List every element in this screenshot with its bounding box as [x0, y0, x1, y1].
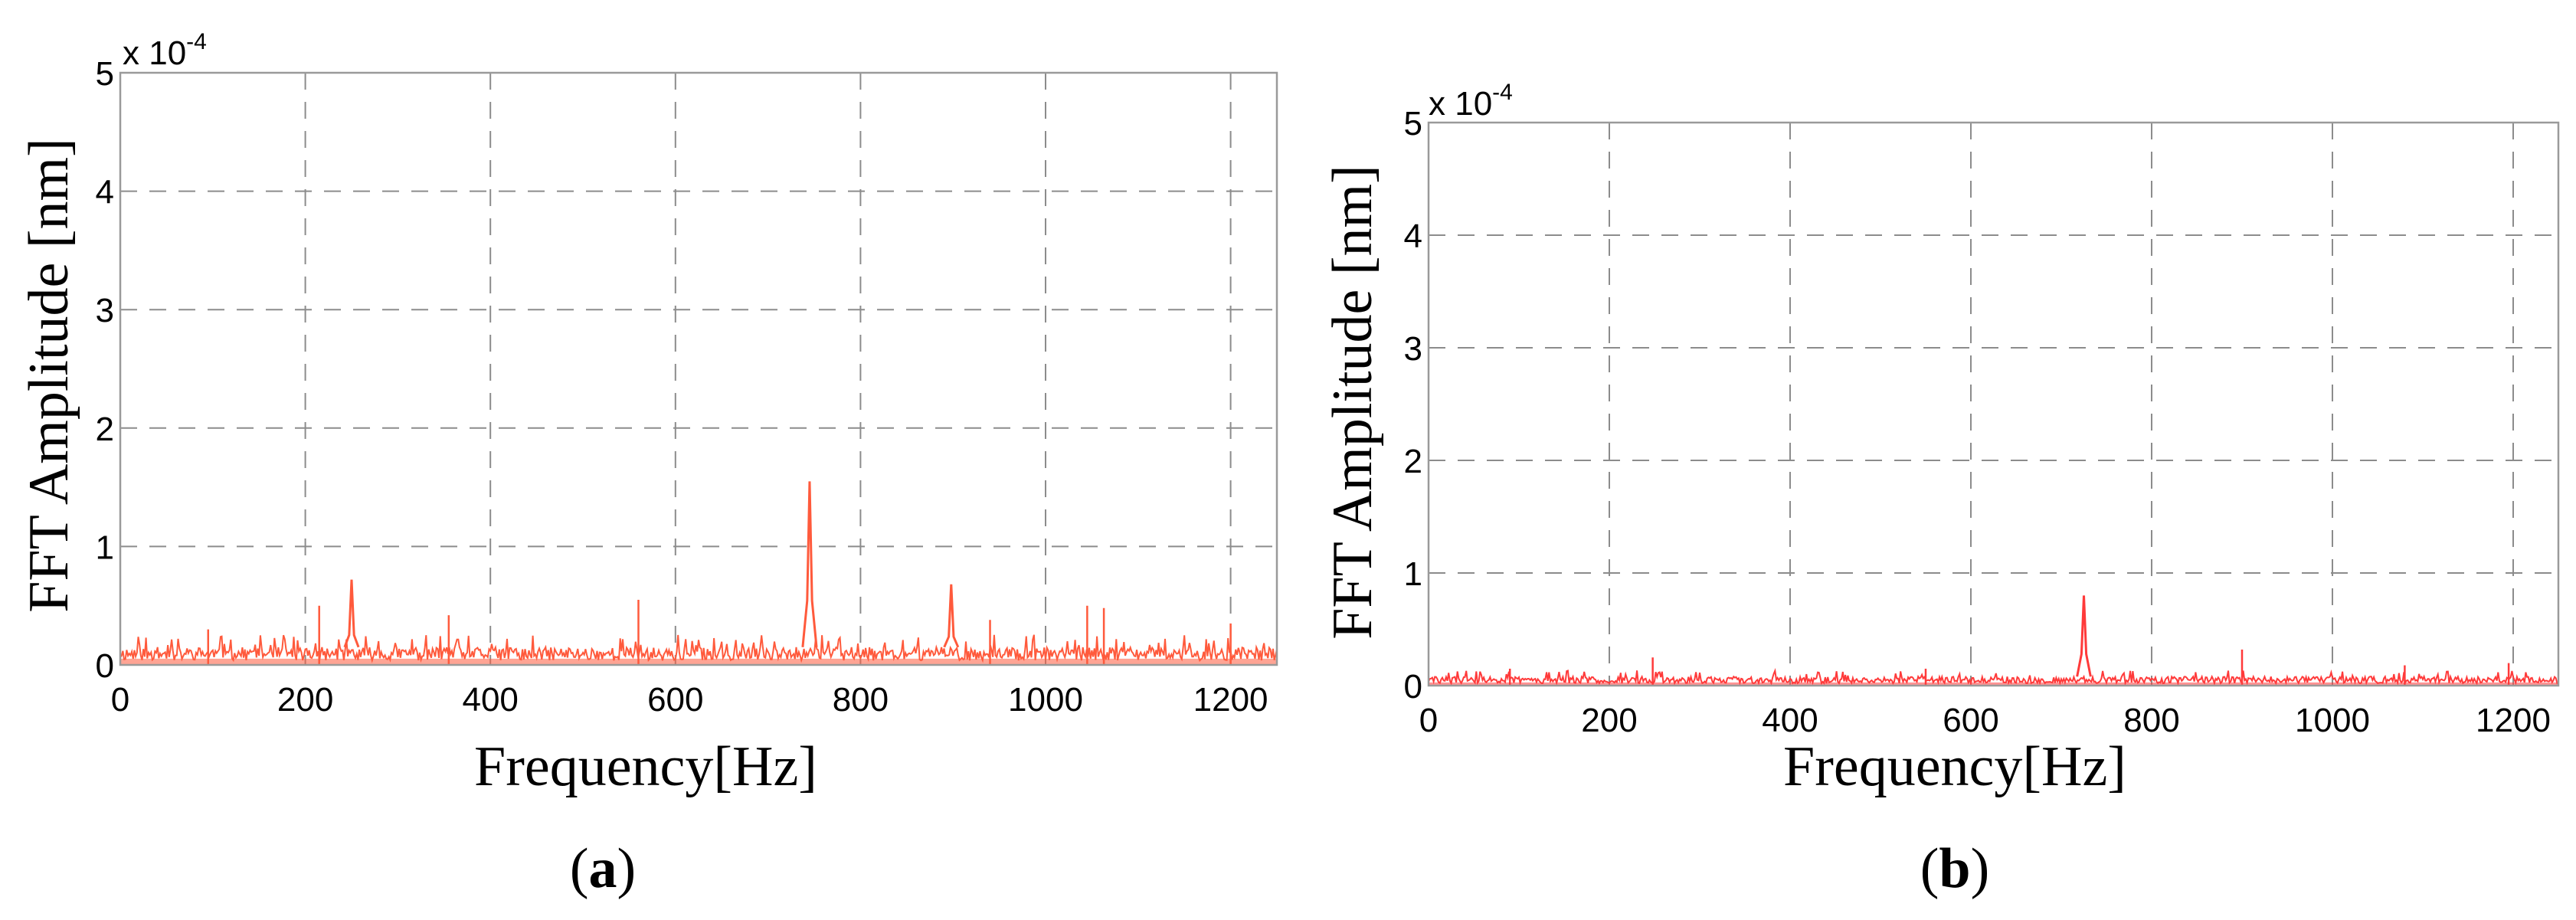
x-tick-label-b: 1000: [2295, 702, 2370, 739]
noise-floor-band-a: [120, 658, 1277, 665]
grid-a: [120, 73, 1277, 665]
series-b: [1428, 595, 2559, 686]
x-tick-label-a: 600: [647, 681, 703, 719]
y-axis-title-b: FFT Amplitude [nm]: [1321, 165, 1384, 639]
plot-frame-b: [1427, 121, 2560, 687]
tick-labels-a: 0 200 400 600 800 1000 1200 0 1 2 3 4 5: [96, 55, 1268, 719]
x-tick-label-b: 0: [1419, 702, 1438, 739]
x-axis-title-b: Frequency[Hz]: [1783, 735, 2126, 798]
spectral-peak-b: [2076, 595, 2092, 677]
x-tick-label-a: 400: [462, 681, 518, 719]
panel-label-a: (a): [570, 837, 636, 900]
x-tick-label-b: 400: [1762, 702, 1818, 739]
y-tick-label-a: 3: [96, 292, 114, 329]
y-tick-label-b: 0: [1404, 668, 1422, 706]
noise-floor-trace-b: [1428, 667, 2559, 686]
chart-panel-b: 0 200 400 600 800 1000 1200 0 1 2 3 4 5 x 10-4 Frequ…: [1321, 80, 2560, 900]
y-multiplier-a: x 10-4: [123, 29, 207, 72]
y-tick-label-b: 2: [1404, 443, 1422, 480]
y-tick-label-a: 2: [96, 411, 114, 448]
x-tick-label-b: 1200: [2476, 702, 2551, 739]
spectral-peak-a: [343, 579, 360, 648]
noise-floor-trace-a: [119, 634, 1278, 663]
x-tick-label-b: 200: [1581, 702, 1637, 739]
y-tick-label-a: 1: [96, 529, 114, 566]
grid-b: [1429, 123, 2558, 686]
tick-labels-b: 0 200 400 600 800 1000 1200 0 1 2 3 4 5: [1404, 105, 2551, 739]
x-axis-title-a: Frequency[Hz]: [474, 735, 817, 798]
noise-floor-band-b: [1429, 682, 2558, 686]
x-tick-label-a: 800: [833, 681, 889, 719]
spectral-peak-a: [943, 584, 960, 648]
plot-frame-a: [119, 71, 1278, 666]
x-tick-label-a: 200: [277, 681, 333, 719]
y-tick-label-a: 0: [96, 647, 114, 685]
spectral-peak-a: [801, 481, 818, 647]
x-tick-label-a: 1200: [1193, 681, 1268, 719]
y-tick-label-a: 5: [96, 55, 114, 93]
series-a: [119, 481, 1278, 665]
x-tick-label-a: 0: [111, 681, 129, 719]
y-multiplier-b: x 10-4: [1429, 80, 1513, 123]
y-tick-label-b: 4: [1404, 218, 1422, 255]
x-tick-label-b: 600: [1943, 702, 1998, 739]
y-tick-label-a: 4: [96, 174, 114, 211]
y-axis-title-a: FFT Amplitude [nm]: [18, 138, 80, 612]
x-tick-label-a: 1000: [1008, 681, 1083, 719]
y-tick-label-b: 1: [1404, 555, 1422, 593]
chart-panel-a: 0 200 400 600 800 1000 1200 0 1 2 3 4 5 x 10-4 Frequ…: [18, 29, 1278, 900]
panel-label-b: (b): [1920, 837, 1989, 900]
x-tick-label-b: 800: [2123, 702, 2179, 739]
y-tick-label-b: 3: [1404, 330, 1422, 368]
y-tick-label-b: 5: [1404, 105, 1422, 142]
